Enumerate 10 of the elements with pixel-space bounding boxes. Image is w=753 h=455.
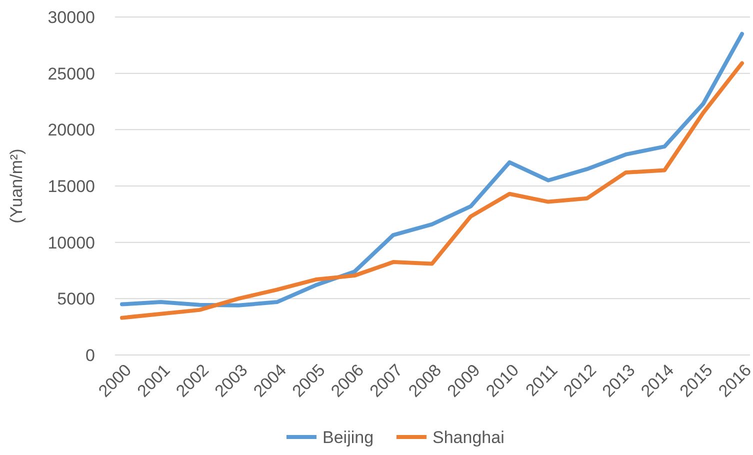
y-tick-label: 20000	[48, 120, 95, 140]
legend-label: Beijing	[322, 428, 374, 447]
y-tick-label: 5000	[57, 290, 95, 309]
y-tick-label: 0	[86, 346, 95, 365]
y-tick-label: 25000	[48, 64, 95, 84]
y-tick-label: 10000	[48, 233, 95, 252]
y-tick-label: 15000	[48, 176, 95, 196]
y-tick-label: 30000	[48, 8, 95, 27]
y-axis-title: (Yuan/m²)	[7, 148, 26, 224]
legend-label: Shanghai	[432, 428, 504, 447]
